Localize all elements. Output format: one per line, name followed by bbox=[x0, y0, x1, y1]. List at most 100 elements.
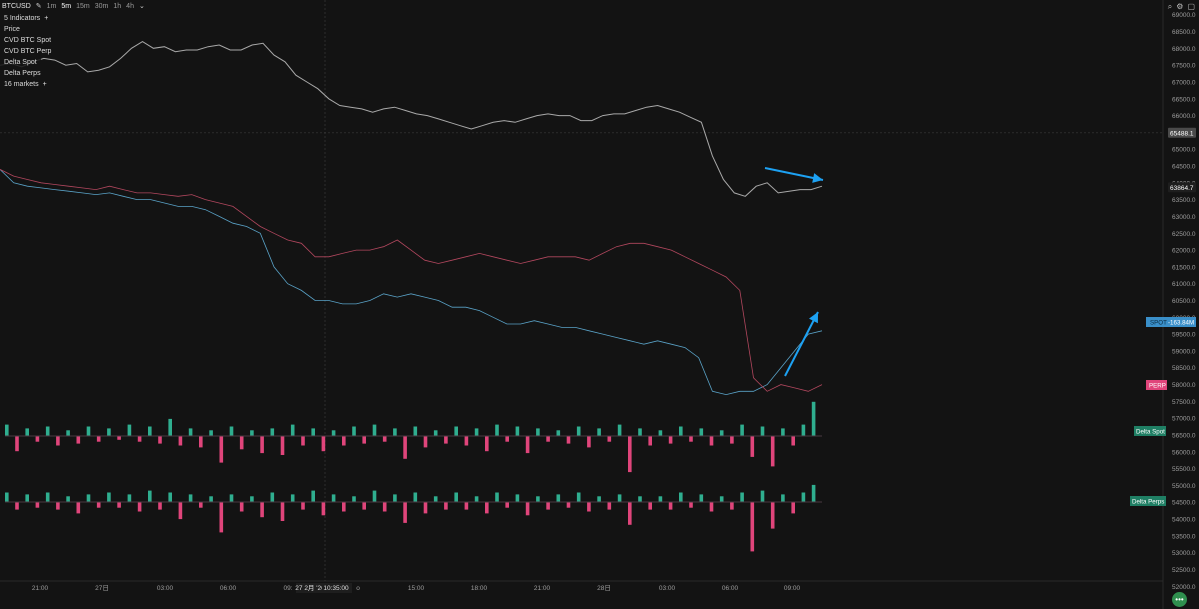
delta-perps-bar bbox=[740, 492, 744, 502]
indicators-toggle[interactable]: 5 Indicators + bbox=[0, 13, 53, 24]
delta-perps-bar bbox=[525, 502, 530, 516]
delta-spot-bar bbox=[791, 436, 795, 446]
delta-perps-bar bbox=[515, 494, 520, 502]
delta-spot-bar bbox=[689, 436, 693, 442]
delta-spot-bar bbox=[66, 430, 70, 436]
delta-perps-bar bbox=[770, 502, 775, 529]
delta-perps-bar bbox=[454, 492, 458, 502]
y-tick-label: 54500.0 bbox=[1172, 500, 1196, 507]
delta-perps-bar bbox=[607, 502, 612, 510]
delta-perps-bar bbox=[689, 502, 693, 508]
delta-perps-bar bbox=[648, 502, 652, 510]
y-tick-label: 56000.0 bbox=[1172, 449, 1196, 456]
delta-spot-bar bbox=[393, 428, 397, 436]
delta-spot-bar bbox=[107, 428, 111, 436]
delta-spot-bar bbox=[454, 426, 458, 436]
delta-perps-bar bbox=[188, 494, 193, 502]
delta-spot-bar bbox=[127, 424, 132, 436]
delta-perps-badge-bg bbox=[1130, 496, 1166, 506]
x-tick-label: 18:00 bbox=[471, 585, 488, 592]
delta-spot-bar bbox=[56, 436, 60, 446]
delta-perps-bar bbox=[35, 502, 40, 508]
gear-icon[interactable]: ⚙ bbox=[1176, 2, 1184, 11]
markets-label: 16 markets bbox=[4, 81, 39, 88]
y-tick-label: 68000.0 bbox=[1172, 46, 1196, 53]
delta-perps-bar bbox=[56, 502, 60, 510]
delta-perps-bar bbox=[137, 502, 142, 512]
delta-spot-bar bbox=[168, 418, 172, 436]
delta-spot-badge-bg bbox=[1134, 426, 1166, 436]
delta-perps-bar bbox=[209, 496, 213, 502]
delta-perps-bar bbox=[219, 502, 224, 533]
delta-spot-bar bbox=[148, 426, 152, 436]
perp-badge-bg bbox=[1146, 380, 1167, 390]
delta-spot-badge-label: Delta Spot bbox=[1136, 429, 1165, 436]
delta-perps-bar bbox=[250, 496, 254, 502]
delta-spot-bar bbox=[760, 426, 765, 436]
timeframe-1h[interactable]: 1h bbox=[113, 2, 122, 10]
timeframe-1m[interactable]: 1m bbox=[46, 2, 57, 10]
delta-spot-bar bbox=[311, 428, 315, 436]
x-tick-label: 06:00 bbox=[722, 585, 739, 592]
delta-perps-bar bbox=[464, 502, 469, 510]
y-tick-label: 58500.0 bbox=[1172, 365, 1196, 372]
edit-icon[interactable]: ✎ bbox=[35, 3, 42, 10]
y-tick-label: 69000.0 bbox=[1172, 12, 1196, 19]
spot-badge-value: -163.84M bbox=[1168, 320, 1194, 327]
x-tick-label: 09: bbox=[283, 585, 292, 592]
timeframe-15m[interactable]: 15m bbox=[76, 2, 90, 10]
plus-icon[interactable]: + bbox=[44, 15, 49, 22]
legend-item-price[interactable]: Price bbox=[0, 24, 24, 35]
indicators-label: 5 Indicators bbox=[4, 15, 41, 22]
square-icon[interactable]: ▢ bbox=[1187, 2, 1195, 11]
search-icon[interactable]: ⌕ bbox=[1167, 2, 1173, 11]
delta-spot-bar bbox=[536, 428, 540, 436]
delta-spot-bar bbox=[679, 426, 683, 436]
timeframe-30m[interactable]: 30m bbox=[94, 2, 109, 10]
chevron-down-icon[interactable]: ⌄ bbox=[138, 3, 145, 10]
delta-perps-bar bbox=[668, 502, 673, 510]
last-price-badge: 63864.7 bbox=[1170, 185, 1194, 192]
y-tick-label: 67500.0 bbox=[1172, 63, 1196, 70]
y-tick-label: 59000.0 bbox=[1172, 348, 1196, 355]
more-options-button[interactable]: ••• bbox=[1172, 592, 1187, 607]
delta-perps-bar bbox=[617, 494, 622, 502]
delta-spot-bar bbox=[342, 436, 346, 446]
legend-item-cvd-spot[interactable]: CVD BTC Spot bbox=[0, 35, 56, 46]
delta-spot-bar bbox=[382, 436, 387, 442]
delta-spot-bar bbox=[423, 436, 428, 448]
delta-perps-bar bbox=[270, 492, 275, 502]
symbol-label[interactable]: BTCUSD bbox=[2, 2, 31, 10]
delta-perps-bar bbox=[413, 492, 418, 502]
markets-toggle[interactable]: 16 markets + bbox=[0, 79, 51, 90]
delta-spot-bar bbox=[638, 428, 642, 436]
y-tick-label: 66500.0 bbox=[1172, 96, 1196, 103]
spot-badge-bg bbox=[1146, 317, 1196, 327]
legend-item-cvd-perp[interactable]: CVD BTC Perp bbox=[0, 46, 56, 57]
delta-spot-bar bbox=[801, 424, 806, 436]
delta-spot-bar bbox=[781, 428, 785, 436]
series-line-cvd-btc-spot bbox=[0, 169, 823, 396]
y-tick-label: 58000.0 bbox=[1172, 382, 1196, 389]
timeframe-4h[interactable]: 4h bbox=[126, 2, 134, 10]
x-tick-label: o bbox=[356, 585, 360, 592]
delta-perps-bar bbox=[709, 502, 714, 512]
delta-perps-bar bbox=[342, 502, 346, 512]
x-tick-label: 15:00 bbox=[408, 585, 425, 592]
delta-spot-bar bbox=[331, 430, 336, 436]
legend-item-delta-spot[interactable]: Delta Spot bbox=[0, 57, 41, 68]
delta-perps-bar bbox=[86, 494, 91, 502]
delta-spot-bar bbox=[597, 428, 601, 436]
y-tick-label: 52500.0 bbox=[1172, 567, 1196, 574]
delta-spot-bar bbox=[750, 436, 755, 457]
timeframe-5m[interactable]: 5m bbox=[61, 2, 72, 10]
delta-perps-bar bbox=[260, 502, 264, 518]
plus-icon[interactable]: + bbox=[42, 81, 47, 88]
legend-item-delta-perps[interactable]: Delta Perps bbox=[0, 68, 45, 79]
y-tick-label: 65000.0 bbox=[1172, 147, 1196, 154]
crosshair-time-bg bbox=[322, 583, 352, 593]
delta-perps-bar bbox=[587, 502, 591, 512]
delta-perps-bar bbox=[760, 490, 765, 502]
delta-perps-bar bbox=[444, 502, 448, 510]
